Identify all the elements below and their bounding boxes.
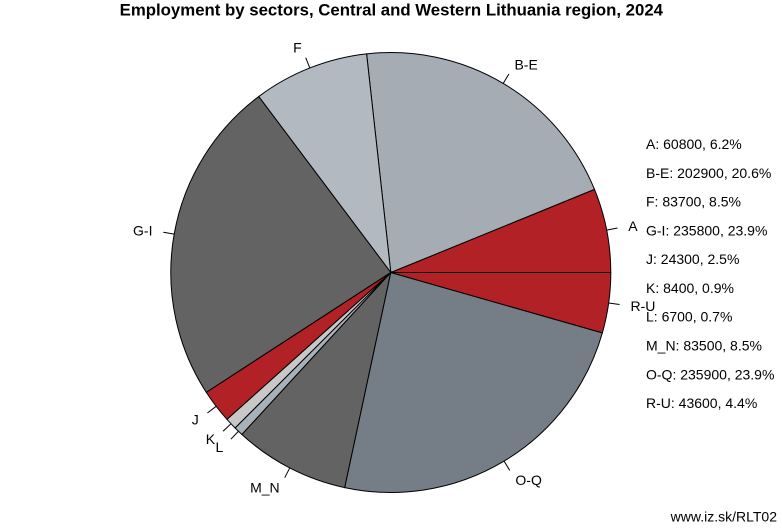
svg-text:B-E: 202900, 20.6%: B-E: 202900, 20.6%: [646, 165, 771, 181]
svg-text:M_N: 83500, 8.5%: M_N: 83500, 8.5%: [646, 338, 762, 354]
svg-text:F: F: [293, 40, 302, 56]
svg-text:G-I: 235800, 23.9%: G-I: 235800, 23.9%: [646, 222, 767, 238]
svg-text:L: 6700, 0.7%: L: 6700, 0.7%: [646, 309, 732, 325]
svg-text:R-U: R-U: [630, 298, 655, 314]
svg-text:L: L: [215, 439, 223, 455]
svg-text:O-Q: O-Q: [515, 472, 542, 488]
svg-text:B-E: B-E: [514, 56, 537, 72]
svg-text:J: 24300, 2.5%: J: 24300, 2.5%: [646, 251, 739, 267]
svg-text:O-Q: 235900, 23.9%: O-Q: 235900, 23.9%: [646, 366, 774, 382]
svg-text:M_N: M_N: [250, 479, 280, 495]
svg-text:www.iz.sk/RLT02: www.iz.sk/RLT02: [670, 509, 778, 525]
svg-text:K: 8400, 0.9%: K: 8400, 0.9%: [646, 280, 734, 296]
svg-text:F: 83700, 8.5%: F: 83700, 8.5%: [646, 194, 741, 210]
svg-text:G-I: G-I: [133, 222, 152, 238]
svg-text:R-U: 43600, 4.4%: R-U: 43600, 4.4%: [646, 395, 757, 411]
svg-text:K: K: [206, 431, 216, 447]
svg-text:Employment by sectors, Central: Employment by sectors, Central and Weste…: [120, 1, 664, 20]
svg-text:A: 60800, 6.2%: A: 60800, 6.2%: [646, 136, 742, 152]
svg-text:A: A: [628, 218, 638, 234]
svg-text:J: J: [192, 412, 199, 428]
